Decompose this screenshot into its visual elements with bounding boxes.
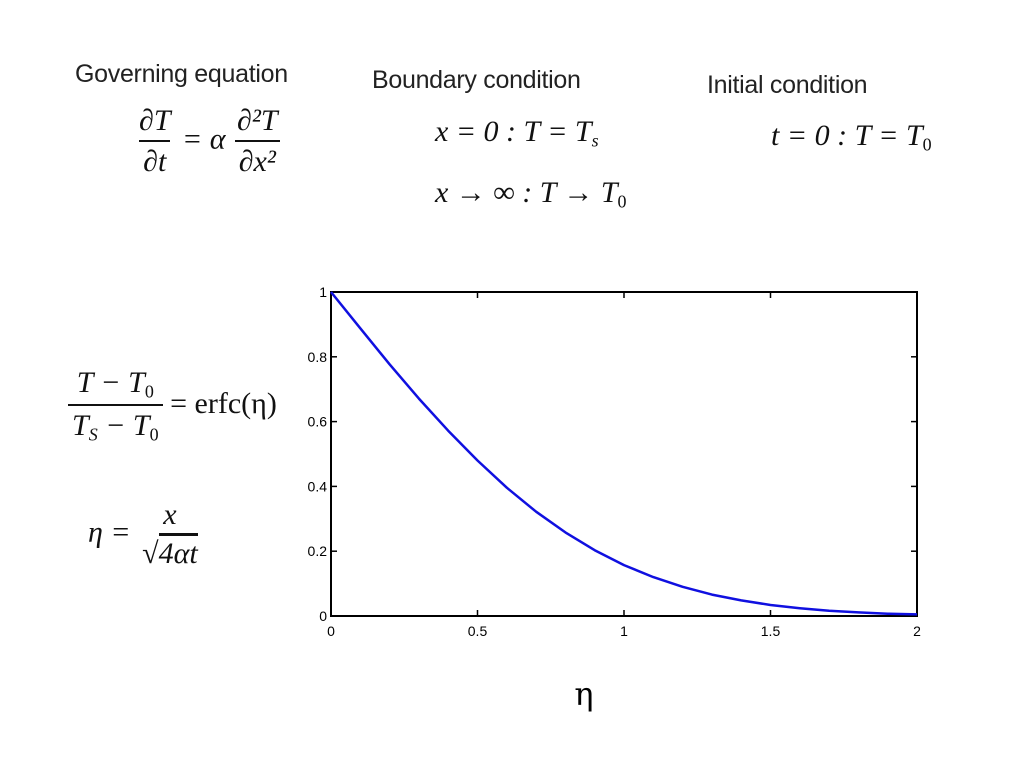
pde-lhs-denominator: ∂t xyxy=(139,140,171,179)
sol-den-subscript-0: 0 xyxy=(149,424,159,445)
erfc-series-line xyxy=(330,291,918,616)
boundary-condition-heading: Boundary condition xyxy=(372,66,581,94)
bc1-text: x = 0 : T = T xyxy=(435,115,592,148)
ic-text: t = 0 : T = T xyxy=(771,119,923,152)
ic-subscript: 0 xyxy=(922,134,932,155)
eta-lhs: η = xyxy=(88,515,131,549)
pde-rhs-denominator: ∂x² xyxy=(234,140,280,179)
x-axis-label: η xyxy=(574,675,593,713)
eta-definition: η = x √4αt xyxy=(88,498,202,571)
solution-numerator: T − T0 xyxy=(73,366,158,404)
y-tick-label: 0.8 xyxy=(308,349,328,365)
boundary-condition-1: x = 0 : T = Ts xyxy=(435,115,599,151)
sol-den-mid: − T xyxy=(97,409,150,443)
y-tick-label: 0.6 xyxy=(308,414,328,430)
bc1-subscript: s xyxy=(591,130,599,151)
bc2-subscript: 0 xyxy=(617,191,627,212)
x-tick-label: 1.5 xyxy=(761,623,781,639)
eta-radicand: 4αt xyxy=(158,533,198,570)
plot-frame xyxy=(330,291,918,617)
x-tick-label: 2 xyxy=(913,623,921,639)
y-tick-label: 0.2 xyxy=(308,543,328,559)
pde-equals-alpha: = α xyxy=(182,122,226,156)
sol-den-text: T xyxy=(72,409,89,443)
pde-lhs-fraction: ∂T ∂t xyxy=(135,104,175,179)
solution-equation: T − T0 TS − T0 = erfc(η) xyxy=(68,366,277,446)
governing-equation: ∂T ∂t = α ∂²T ∂x² xyxy=(135,104,282,179)
solution-rhs: = erfc(η) xyxy=(170,386,277,420)
y-tick-label: 0.4 xyxy=(308,478,328,494)
bc2-text: x → ∞ : T → T xyxy=(435,176,618,209)
x-tick-label: 0 xyxy=(327,623,335,639)
eta-fraction: x √4αt xyxy=(138,498,202,571)
sol-num-text: T − T xyxy=(76,366,145,399)
pde-lhs-numerator: ∂T xyxy=(139,104,171,137)
y-tick-label: 0 xyxy=(319,608,327,624)
sol-num-subscript: 0 xyxy=(144,381,154,402)
sqrt-icon: √ xyxy=(142,537,159,570)
eta-numerator: x xyxy=(163,498,177,531)
solution-denominator: TS − T0 xyxy=(68,404,163,445)
pde-rhs-fraction: ∂²T ∂x² xyxy=(233,104,282,179)
series-group xyxy=(330,291,918,616)
initial-condition-heading: Initial condition xyxy=(707,71,868,99)
eta-denominator: √4αt xyxy=(138,533,202,571)
boundary-condition-2: x → ∞ : T → T0 xyxy=(435,176,627,212)
x-tick-label: 0.5 xyxy=(468,623,488,639)
solution-fraction: T − T0 TS − T0 xyxy=(68,366,163,446)
governing-equation-heading: Governing equation xyxy=(75,60,288,88)
initial-condition: t = 0 : T = T0 xyxy=(771,119,932,155)
x-tick-label: 1 xyxy=(620,623,628,639)
sol-den-subscript-s: S xyxy=(88,424,98,445)
axis-ticks: 0 0.5 1 1.5 2 0 0.2 0.4 0.6 0.8 1 xyxy=(308,284,922,639)
pde-rhs-numerator: ∂²T xyxy=(237,104,278,137)
y-tick-label: 1 xyxy=(319,284,327,300)
